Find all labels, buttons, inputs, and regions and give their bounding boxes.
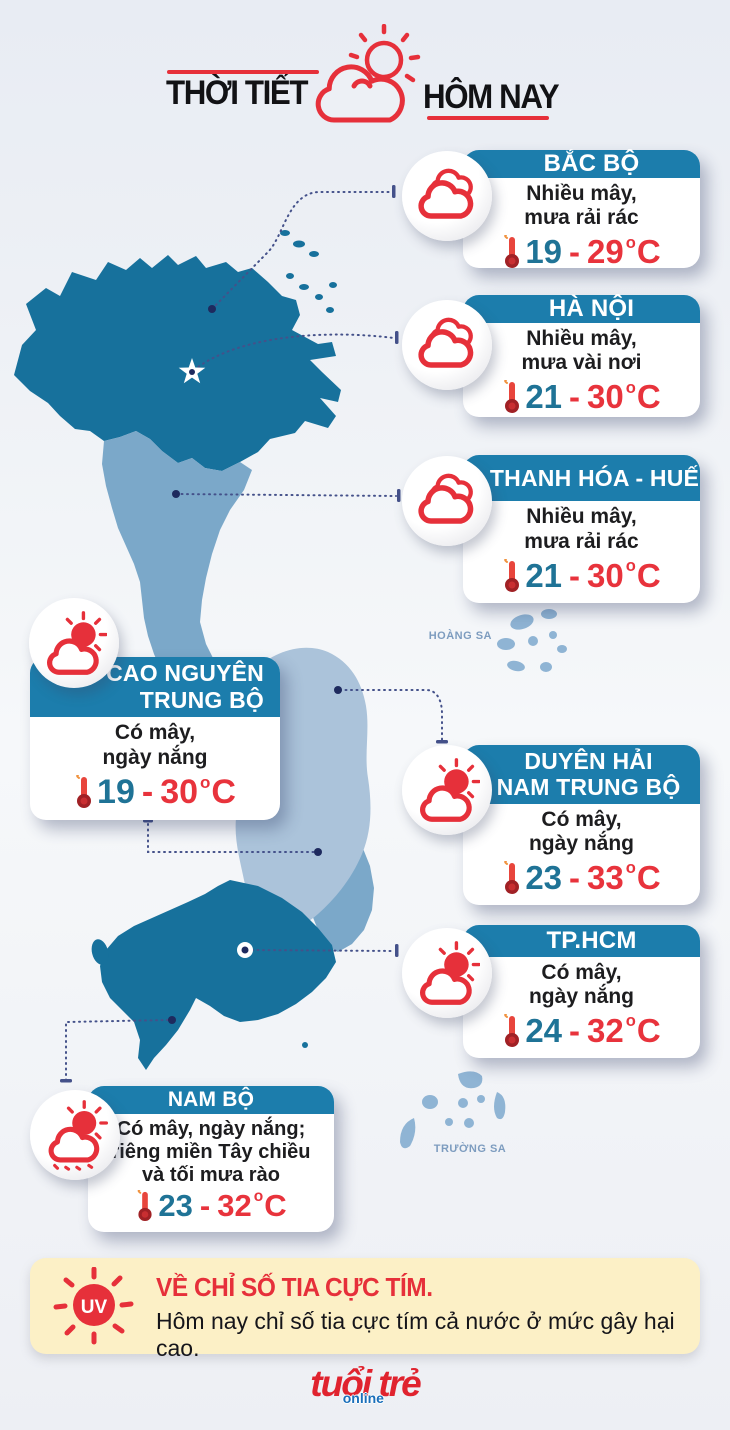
region-name: THANH HÓA - HUẾ — [463, 455, 700, 501]
temperature-range: 23-33 o C — [502, 859, 661, 897]
map-truong-sa-islands — [400, 1071, 506, 1149]
weather-description: Có mây, ngày nắng — [528, 960, 634, 1008]
weather-card-tphcm: TP.HCM Có mây, ngày nắng 24-32 o C — [463, 925, 700, 1058]
thermometer-icon — [504, 861, 520, 894]
uv-title: VỀ CHỈ SỐ TIA CỰC TÍM. — [156, 1272, 433, 1302]
uv-sun-icon: UV — [53, 1267, 134, 1345]
thermometer-icon — [138, 1190, 153, 1222]
weather-icon-circle — [402, 745, 492, 835]
weather-card-cao-nguyen-trung-bo: CAO NGUYÊN TRUNG BỘ Có mây, ngày nắng 19-3… — [30, 657, 280, 820]
weather-description: Nhiều mây, mưa rải rác — [524, 505, 639, 553]
region-name: DUYÊN HẢI NAM TRUNG BỘ — [463, 745, 700, 804]
weather-card-ha-noi: HÀ NỘI Nhiều mây, mưa vài nơi 21-30 o C — [463, 295, 700, 417]
weather-description: Có mây, ngày nắng — [528, 807, 634, 855]
logo-text: tuổi trẻ — [310, 1363, 421, 1404]
map-region-south — [100, 880, 336, 1070]
region-name: BẮC BỘ — [463, 150, 700, 178]
region-name: HÀ NỘI — [463, 295, 700, 323]
connector-nam-bo — [65, 1019, 169, 1081]
connector-thanh-hoa-hue — [175, 493, 397, 497]
title-underline — [427, 116, 549, 120]
connector-tphcm — [251, 949, 395, 952]
weather-card-nam-bo: NAM BỘ Có mây, ngày nắng; riêng miền Tây … — [88, 1086, 334, 1232]
publisher-logo[interactable]: tuổi trẻ online — [0, 1363, 730, 1406]
map-northeast-islands — [280, 230, 337, 313]
thermometer-icon — [504, 1014, 520, 1047]
weather-description: Có mây, ngày nắng — [102, 721, 208, 769]
temperature-range: 21-30 o C — [502, 557, 661, 595]
svg-text:UV: UV — [81, 1297, 108, 1318]
weather-card-bac-bo: BẮC BỘ Nhiều mây, mưa rải rác 19-29 o C — [463, 150, 700, 271]
title-overline — [167, 70, 319, 74]
logo-online-badge: online — [342, 1390, 384, 1406]
weather-icon-circle — [402, 151, 492, 241]
temperature-range: 23-32 o C — [135, 1188, 287, 1224]
weather-icon-circle — [402, 928, 492, 1018]
map-dots — [168, 305, 342, 1024]
weather-icon-circle — [402, 300, 492, 390]
weather-description: Nhiều mây, mưa vài nơi — [521, 326, 642, 374]
weather-icon-circle — [402, 456, 492, 546]
region-name: NAM BỘ — [88, 1086, 334, 1114]
thermometer-icon — [76, 775, 92, 809]
truong-sa-label: TRƯỜNG SA — [434, 1142, 507, 1155]
weather-icon-circle — [29, 598, 119, 688]
connector-bac-bo — [211, 191, 393, 310]
map-phu-quoc-island — [91, 939, 109, 965]
page-title-right: HÔM NAY — [423, 78, 560, 116]
weather-description: Nhiều mây, mưa rải rác — [524, 181, 639, 229]
star-marker-hanoi — [178, 358, 206, 384]
temperature-range: 24-32 o C — [502, 1012, 661, 1050]
region-name: TP.HCM — [463, 925, 700, 957]
thermometer-icon — [504, 558, 520, 592]
map-con-dao-island — [302, 1042, 308, 1048]
weather-icon-circle — [30, 1090, 120, 1180]
map-region-north — [14, 255, 341, 471]
temperature-range: 19-29 o C — [502, 233, 661, 271]
thermometer-icon — [504, 235, 520, 269]
uv-index-panel: UV VỀ CHỈ SỐ TIA CỰC TÍM. Hôm nay chỉ số… — [30, 1258, 700, 1361]
hoang-sa-label: HOÀNG SA — [429, 629, 492, 642]
connector-ha-noi — [193, 333, 395, 371]
map-hoang-sa-islands — [497, 609, 567, 672]
thermometer-icon — [504, 380, 520, 414]
temperature-range: 19-30 o C — [74, 773, 236, 812]
weather-description: Có mây, ngày nắng; riêng miền Tây chiều và… — [111, 1118, 311, 1186]
city-marker-tphcm — [237, 942, 253, 958]
uv-description: Hôm nay chỉ số tia cực tím cả nước ở mức… — [156, 1308, 675, 1361]
weather-card-thanh-hoa-hue: THANH HÓA - HUẾ Nhiều mây, mưa rải rác 21… — [463, 455, 700, 603]
page-title-left: THỜI TIẾT — [166, 74, 309, 112]
connector-cao-nguyen — [147, 823, 315, 853]
weather-card-duyen-hai-nam-trung-bo: DUYÊN HẢI NAM TRUNG BỘ Có mây, ngày nắng 2… — [463, 745, 700, 905]
cloud-sun-logo-icon — [315, 24, 421, 123]
temperature-range: 21-30 o C — [502, 378, 661, 416]
